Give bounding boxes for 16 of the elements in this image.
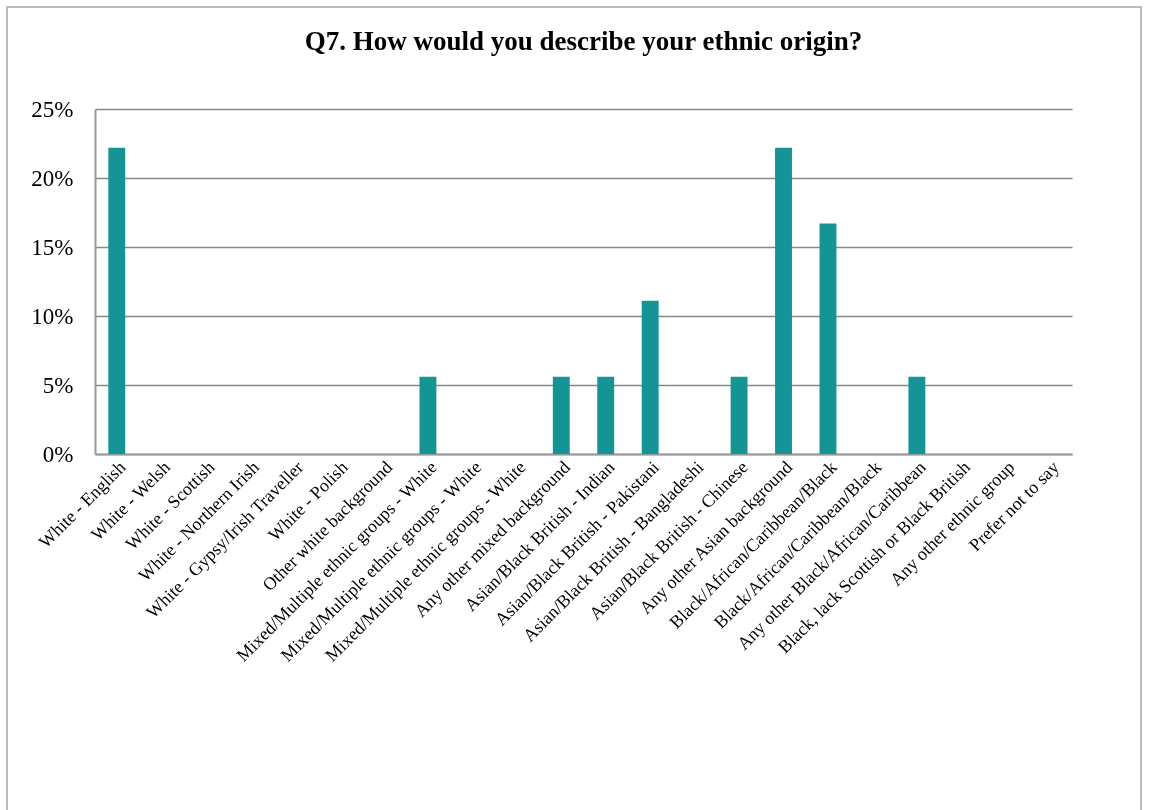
bar xyxy=(597,376,615,454)
bar xyxy=(108,147,126,454)
chart-title: Q7. How would you describe your ethnic origin? xyxy=(304,26,863,56)
y-tick-label: 0% xyxy=(42,441,74,467)
bar xyxy=(819,223,837,454)
bar xyxy=(775,147,792,454)
bar xyxy=(730,376,748,454)
y-tick-label: 15% xyxy=(31,234,74,260)
y-tick-label: 20% xyxy=(31,165,74,191)
bar xyxy=(552,376,570,454)
y-tick-label: 25% xyxy=(31,96,74,122)
y-tick-label: 10% xyxy=(31,303,74,329)
y-tick-label: 5% xyxy=(42,372,74,398)
bar xyxy=(641,300,659,454)
bar xyxy=(419,376,437,454)
bar xyxy=(908,376,926,454)
